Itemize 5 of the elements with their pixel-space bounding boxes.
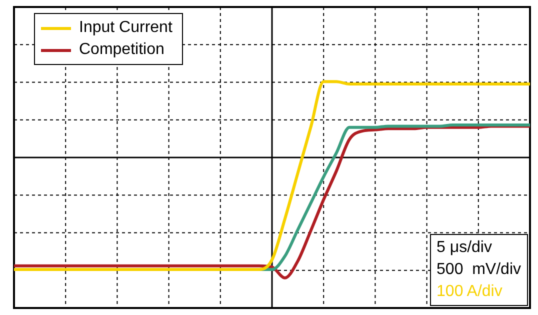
legend-label: Input Current — [79, 18, 172, 38]
legend-label: Competition — [79, 40, 164, 60]
annotation: 500 mV/div — [436, 260, 521, 280]
annotation: 5 μs/div — [436, 238, 493, 258]
text: 100 A/div — [436, 282, 504, 302]
